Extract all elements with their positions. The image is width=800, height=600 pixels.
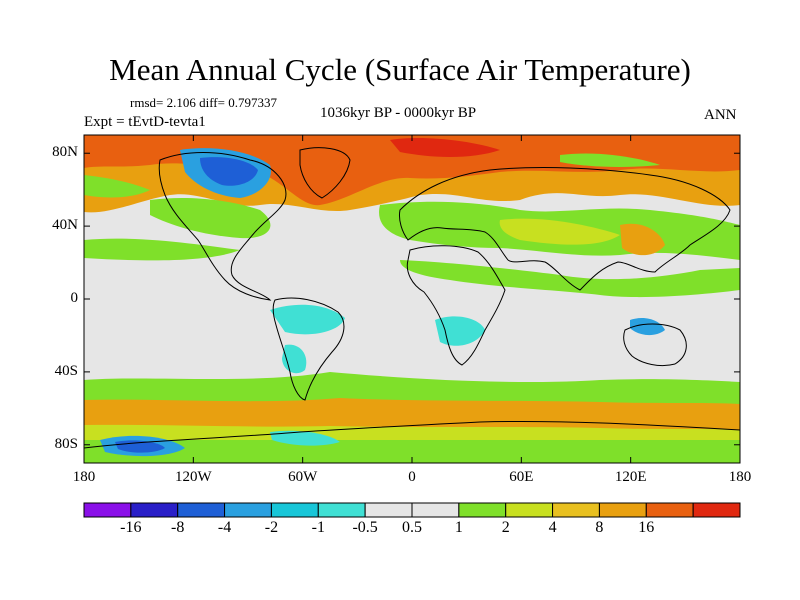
colorbar-label: 8 xyxy=(595,519,604,536)
australia-coast xyxy=(623,323,687,367)
arctic-green-patches-2 xyxy=(84,175,150,198)
colorbar-swatch xyxy=(505,502,554,518)
eurasia-coast xyxy=(399,167,731,291)
south-america-cool xyxy=(270,304,345,335)
colorbar-label: 4 xyxy=(548,519,557,536)
stats-label: rmsd= 2.106 diff= 0.797337 xyxy=(130,95,277,110)
colorbar-swatch xyxy=(552,502,600,518)
atlantic-green-band xyxy=(84,238,240,261)
plot-title: Mean Annual Cycle (Surface Air Temperatu… xyxy=(109,52,691,87)
lon-tick-label: 60E xyxy=(509,469,534,485)
arctic-strong-warm-region xyxy=(84,135,740,206)
africa-cool xyxy=(435,316,485,346)
north-america-coast xyxy=(158,152,287,301)
lat-tick-label: 80S xyxy=(54,435,78,452)
asia-orange xyxy=(620,223,665,256)
canada-cold-region xyxy=(200,157,258,186)
lon-tick-label: 180 xyxy=(728,469,752,485)
season-label: ANN xyxy=(704,107,737,123)
colorbar-swatch xyxy=(83,502,132,518)
colorbar-label: -1 xyxy=(311,519,325,536)
lat-tick-label: 0 xyxy=(70,290,79,306)
lat-tick-label: 80N xyxy=(52,144,78,161)
lon-tick-label: 120E xyxy=(614,469,647,485)
colorbar-label: 2 xyxy=(501,519,510,536)
colorbar-swatch xyxy=(130,502,179,518)
colorbar-swatch xyxy=(364,502,413,518)
colorbar-label: 1 xyxy=(454,519,463,536)
experiment-label: Expt = tEvtD-tevta1 xyxy=(84,114,206,130)
colorbar-label: 0.5 xyxy=(402,519,422,536)
lon-tick-label: 120W xyxy=(174,469,212,485)
asia-yellow-green xyxy=(499,218,620,245)
lat-tick-label: 40N xyxy=(52,217,78,234)
colorbar-label: -2 xyxy=(264,519,279,536)
north-america-green xyxy=(150,198,271,239)
lat-tick-label: 40S xyxy=(54,362,78,379)
africa-coast xyxy=(406,245,506,366)
colorbar-swatch xyxy=(224,502,272,518)
antarctica-green xyxy=(84,440,740,463)
lon-tick-label: 0 xyxy=(408,469,416,485)
lon-tick-label: 60W xyxy=(288,469,318,485)
colorbar-label: -0.5 xyxy=(352,519,378,536)
antarctica-cool-2 xyxy=(270,430,340,446)
siberia-hot-region xyxy=(390,138,500,157)
colorbar-swatch xyxy=(177,502,226,518)
colorbar-swatch xyxy=(411,502,460,518)
tropics-green-band xyxy=(400,260,740,298)
australia-cool xyxy=(630,318,665,336)
arctic-green-patches xyxy=(560,153,660,167)
colorbar-label: 16 xyxy=(638,519,655,536)
colorbar-label: -8 xyxy=(171,519,185,536)
southern-orange-band xyxy=(84,398,740,433)
antarctica-coast xyxy=(84,420,740,449)
colorbar-label: -16 xyxy=(120,519,142,536)
colorbar xyxy=(83,502,741,518)
greenland-coast xyxy=(299,147,351,199)
colorbar-swatch xyxy=(645,502,694,518)
axis-ticks xyxy=(83,135,741,463)
colorbar-label: -4 xyxy=(217,519,232,536)
southern-green-band xyxy=(84,372,740,409)
colorbar-swatch xyxy=(598,502,647,518)
south-america-coast xyxy=(272,297,345,401)
colorbar-swatch xyxy=(458,502,507,518)
colorbar-swatch xyxy=(317,502,366,518)
lon-tick-label: 180 xyxy=(72,469,96,485)
colorbar-swatch xyxy=(270,502,319,518)
period-label: 1036kyr BP - 0000kyr BP xyxy=(320,105,477,121)
coastlines xyxy=(84,147,740,449)
colorbar-swatch xyxy=(692,502,741,518)
